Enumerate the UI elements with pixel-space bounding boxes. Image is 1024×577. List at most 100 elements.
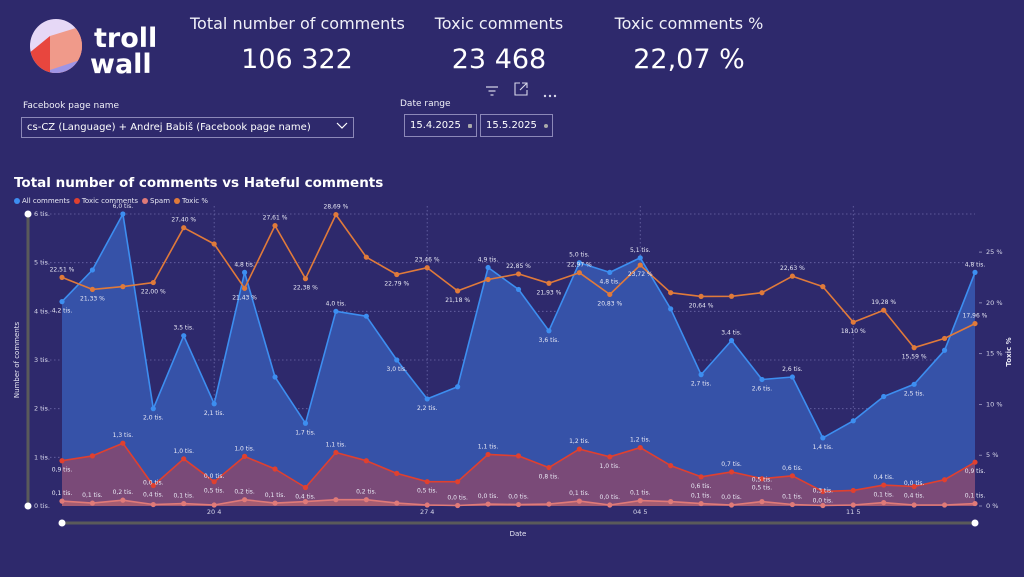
all-comments-data-label: 6,0 tis. — [113, 203, 134, 210]
chart-legend: All comments Toxic comments Spam Toxic % — [14, 197, 208, 205]
date-start-value: 15.4.2025 — [410, 120, 461, 131]
toxic-pct-data-label: 17,96 % — [963, 313, 988, 320]
all-comments-data-label: 2,0 tis. — [143, 415, 164, 422]
filter-icon[interactable] — [485, 82, 499, 96]
toxic-comments-data-label: 0,4 tis. — [904, 493, 925, 500]
spam-point — [607, 502, 613, 508]
spam-point — [485, 501, 491, 507]
legend-item-toxic-comments[interactable]: Toxic comments — [73, 197, 138, 205]
spam-point — [668, 499, 674, 505]
spam-data-label: 0,1 tis. — [82, 492, 103, 499]
toxic-comments-data-label: 0,5 tis. — [417, 488, 438, 495]
toxic-comments-data-label: 0,6 tis. — [782, 465, 803, 472]
all-comments-data-label: 2,1 tis. — [204, 410, 225, 417]
toxic-pct-point — [59, 274, 65, 280]
toxic-pct-data-label: 22,63 % — [780, 265, 805, 272]
y-zoom-slider-handle-top[interactable] — [24, 210, 32, 218]
more-options-icon[interactable] — [543, 84, 557, 98]
toxic-comments-point — [363, 458, 369, 464]
toxic-pct-point — [211, 241, 217, 247]
x-tick-label: 20 4 — [207, 508, 221, 516]
toxic-comments-data-label: 1,2 tis. — [569, 438, 590, 445]
all-comments-data-label: 2,2 tis. — [417, 405, 438, 412]
date-range-label: Date range — [400, 99, 451, 109]
toxic-comments-point — [89, 453, 96, 459]
toxic-pct-point — [546, 280, 552, 286]
toxic-comments-point — [637, 445, 643, 451]
spam-point — [881, 499, 887, 506]
all-comments-data-label: 2,6 tis. — [782, 366, 803, 373]
toxic-comments-point — [394, 470, 400, 476]
toxic-pct-point — [820, 284, 826, 290]
spam-point — [728, 502, 735, 508]
legend-item-all-comments[interactable]: All comments — [14, 197, 70, 205]
spam-data-label: 0,2 tis. — [113, 489, 134, 496]
toxic-comments-data-label: 1,0 tis. — [600, 463, 621, 470]
x-tick-label: 04 5 — [633, 508, 647, 516]
spam-data-label: 0,2 tis. — [234, 489, 255, 496]
spam-point — [120, 497, 126, 503]
toxic-comments-point — [607, 454, 613, 460]
date-end-input[interactable]: 15.5.2025 — [480, 114, 553, 137]
facebook-page-dropdown[interactable]: cs-CZ (Language) + Andrej Babiš (Faceboo… — [21, 117, 354, 138]
all-comments-point — [789, 374, 796, 380]
toxic-pct-point — [668, 290, 674, 296]
legend-item-spam[interactable]: Spam — [142, 197, 170, 205]
calendar-icon[interactable] — [544, 123, 548, 128]
spam-point — [972, 500, 978, 507]
y-right-tick-label: 10 % — [986, 400, 1003, 408]
date-end-value: 15.5.2025 — [486, 120, 537, 131]
toxic-comments-point — [302, 484, 309, 491]
toxic-pct-point — [455, 288, 461, 294]
toxic-comments-point — [181, 456, 187, 462]
y-tick-label: 5 tis. — [34, 259, 50, 267]
all-comments-data-label: 5,1 tis. — [630, 247, 651, 254]
toxic-pct-point — [576, 270, 582, 276]
spam-point — [272, 500, 278, 506]
x-zoom-slider-handle-right[interactable] — [971, 519, 979, 527]
legend-item-toxic-pct[interactable]: Toxic % — [174, 197, 208, 205]
toxic-comments-data-label: 1,3 tis. — [113, 432, 134, 439]
spam-area — [62, 499, 975, 506]
toxic-pct-point — [302, 276, 309, 282]
toxic-comments-point — [668, 463, 674, 469]
svg-text:troll: troll — [94, 23, 157, 54]
toxic-comments-point — [941, 477, 948, 483]
spam-data-label: 0,2 tis. — [356, 489, 377, 496]
toxic-comments-point — [424, 479, 430, 485]
spam-point — [150, 501, 156, 508]
toxic-pct-point — [333, 212, 339, 218]
all-comments-point — [302, 420, 309, 426]
x-tick-label: 27 4 — [420, 508, 434, 516]
toxic-pct-point — [972, 320, 978, 327]
kpi-total-value: 106 322 — [241, 44, 353, 75]
calendar-icon[interactable] — [468, 123, 472, 128]
x-zoom-slider-handle-left[interactable] — [58, 519, 66, 527]
spam-point — [759, 499, 765, 505]
all-comments-data-label: 3,4 tis. — [721, 330, 742, 337]
toxic-comments-point — [728, 469, 735, 475]
all-comments-point — [485, 264, 491, 271]
all-comments-area — [62, 214, 975, 506]
spam-point — [698, 500, 704, 507]
spam-data-label: 0,0 tis. — [721, 494, 742, 501]
toxic-pct-data-label: 21,18 % — [445, 297, 470, 304]
spam-data-label: 0,1 tis. — [630, 490, 651, 497]
all-comments-point — [120, 211, 126, 217]
all-comments-point — [698, 372, 704, 378]
date-start-input[interactable]: 15.4.2025 — [404, 114, 477, 137]
y-tick-label: 4 tis. — [34, 307, 50, 315]
spam-point — [59, 498, 65, 504]
all-comments-point — [333, 308, 339, 314]
toxic-comments-data-label: 0,6 tis. — [691, 483, 712, 490]
spam-data-label: 0,0 tis. — [904, 480, 925, 487]
y-right-tick-label: 0 % — [986, 502, 998, 510]
spam-data-label: 0,0 tis. — [204, 473, 225, 480]
focus-mode-icon[interactable] — [514, 81, 528, 96]
y-zoom-slider-handle-bottom[interactable] — [24, 502, 32, 510]
toxic-comments-point — [211, 479, 217, 485]
spam-data-label: 0,1 tis. — [569, 490, 590, 497]
all-comments-point — [272, 374, 278, 380]
all-comments-data-label: 3,6 tis. — [539, 337, 560, 344]
